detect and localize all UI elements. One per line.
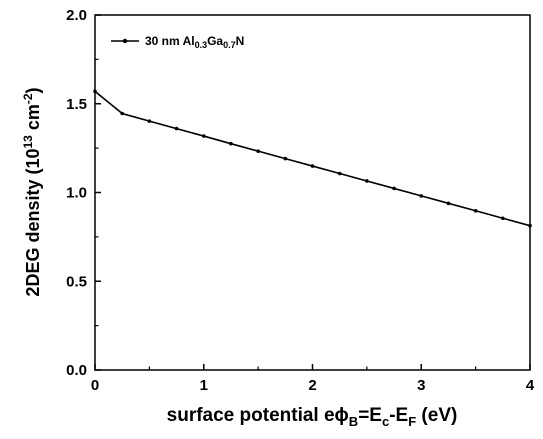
data-point xyxy=(365,179,369,183)
y-tick-label: 0.0 xyxy=(66,362,87,379)
data-point xyxy=(528,223,532,228)
series-layer xyxy=(93,89,532,228)
data-point xyxy=(283,156,288,161)
legend-marker xyxy=(122,38,128,44)
legend-label: 30 nm Al0.3Ga0.7N xyxy=(145,34,244,50)
data-point xyxy=(229,141,233,146)
data-point xyxy=(310,164,315,168)
data-point xyxy=(93,89,97,94)
x-axis-title: surface potential eϕB=Ec-EF (eV) xyxy=(167,405,458,429)
x-tick-label: 4 xyxy=(526,377,535,394)
x-axis-ticks: 0 1 2 3 4 xyxy=(91,364,535,394)
plot-frame xyxy=(94,14,531,371)
y-axis-title: 2DEG density (1013 cm-2) xyxy=(21,87,43,296)
y-tick-label: 1.5 xyxy=(66,96,87,113)
data-point xyxy=(473,208,478,213)
data-point xyxy=(147,119,152,123)
y-axis-ticks: 0.0 0.5 1.0 1.5 2.0 xyxy=(66,7,101,379)
series-line xyxy=(94,90,531,227)
x-tick-label: 3 xyxy=(417,377,425,394)
y-tick-label: 2.0 xyxy=(66,7,87,24)
data-point xyxy=(201,134,206,138)
data-point xyxy=(419,194,424,198)
data-point xyxy=(501,216,505,221)
x-tick-label: 2 xyxy=(308,377,316,394)
x-tick-label: 1 xyxy=(200,377,208,394)
data-point xyxy=(256,149,260,153)
y-tick-label: 1.0 xyxy=(66,185,87,202)
y-tick-label: 0.5 xyxy=(66,273,87,290)
legend: 30 nm Al0.3Ga0.7N xyxy=(111,34,244,50)
data-point xyxy=(120,111,124,116)
data-point xyxy=(392,186,396,191)
data-point xyxy=(174,126,179,131)
data-point xyxy=(446,201,451,206)
x-tick-label: 0 xyxy=(91,377,99,394)
data-point xyxy=(337,171,342,176)
